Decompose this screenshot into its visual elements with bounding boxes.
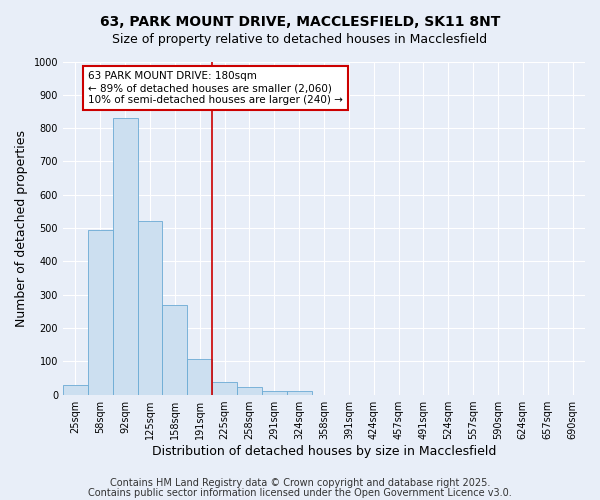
Bar (212, 382, 237, 394)
X-axis label: Distribution of detached houses by size in Macclesfield: Distribution of detached houses by size … (152, 444, 496, 458)
Text: 63, PARK MOUNT DRIVE, MACCLESFIELD, SK11 8NT: 63, PARK MOUNT DRIVE, MACCLESFIELD, SK11… (100, 15, 500, 29)
Y-axis label: Number of detached properties: Number of detached properties (15, 130, 28, 326)
Bar (88, 230, 113, 394)
Bar (287, 392, 311, 394)
Text: Size of property relative to detached houses in Macclesfield: Size of property relative to detached ho… (112, 32, 488, 46)
Text: Contains public sector information licensed under the Open Government Licence v3: Contains public sector information licen… (88, 488, 512, 498)
Bar (187, 359, 212, 394)
Bar (113, 118, 137, 394)
Text: 63 PARK MOUNT DRIVE: 180sqm
← 89% of detached houses are smaller (2,060)
10% of : 63 PARK MOUNT DRIVE: 180sqm ← 89% of det… (88, 72, 343, 104)
Bar (237, 388, 262, 394)
Bar (63, 384, 88, 394)
Bar (163, 304, 187, 394)
Bar (262, 392, 287, 394)
Bar (137, 222, 163, 394)
Text: Contains HM Land Registry data © Crown copyright and database right 2025.: Contains HM Land Registry data © Crown c… (110, 478, 490, 488)
